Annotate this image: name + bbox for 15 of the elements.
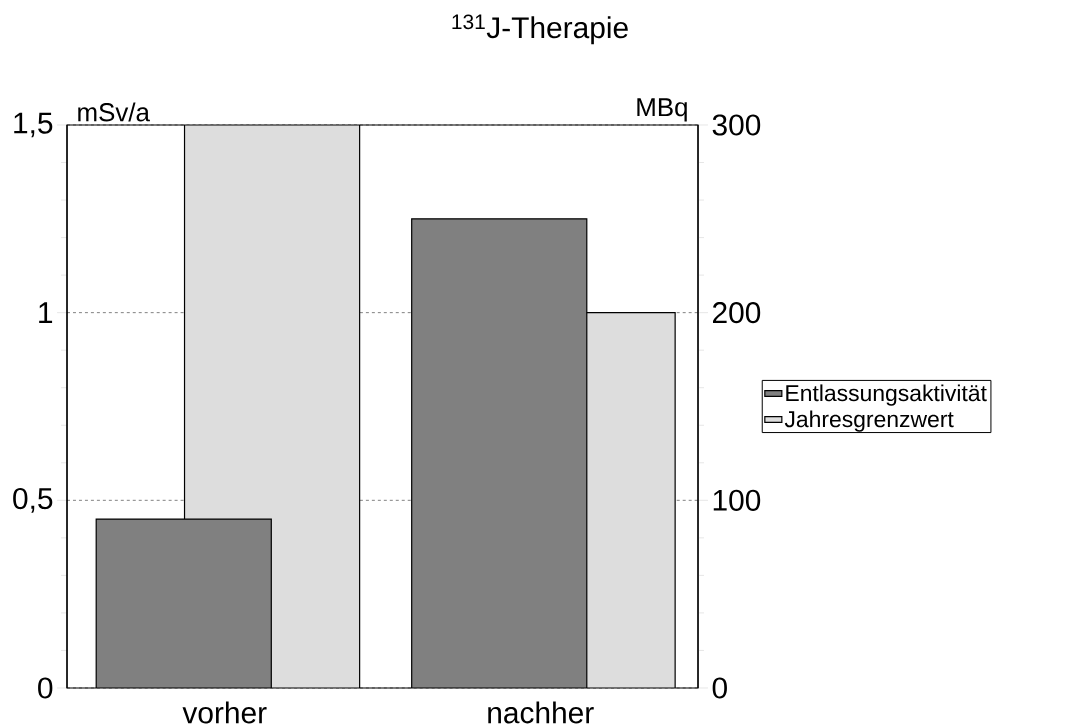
chart-title: $^{131}$J-Therapie <box>452 14 628 45</box>
y2-axis-title: MBq <box>637 98 687 122</box>
y2-tick-label: 0 <box>712 677 727 699</box>
y-tick-label: 1 <box>39 302 53 323</box>
legend-label: Entlassungsaktivität <box>786 384 987 406</box>
y-tick-label: 1,5 <box>14 112 53 138</box>
legend-label: Jahresgrenzwert <box>784 410 954 432</box>
y2-tick-label: 300 <box>712 114 761 136</box>
x-tick-label: vorher <box>182 701 267 724</box>
y-axis-title: mSv/a <box>78 102 150 122</box>
y-tick-label: 0,5 <box>13 487 53 513</box>
y2-tick-label: 100 <box>713 489 761 511</box>
x-tick-label: nachher <box>488 701 594 724</box>
y-tick-label: 0 <box>38 677 53 699</box>
y2-tick-label: 200 <box>712 302 761 324</box>
